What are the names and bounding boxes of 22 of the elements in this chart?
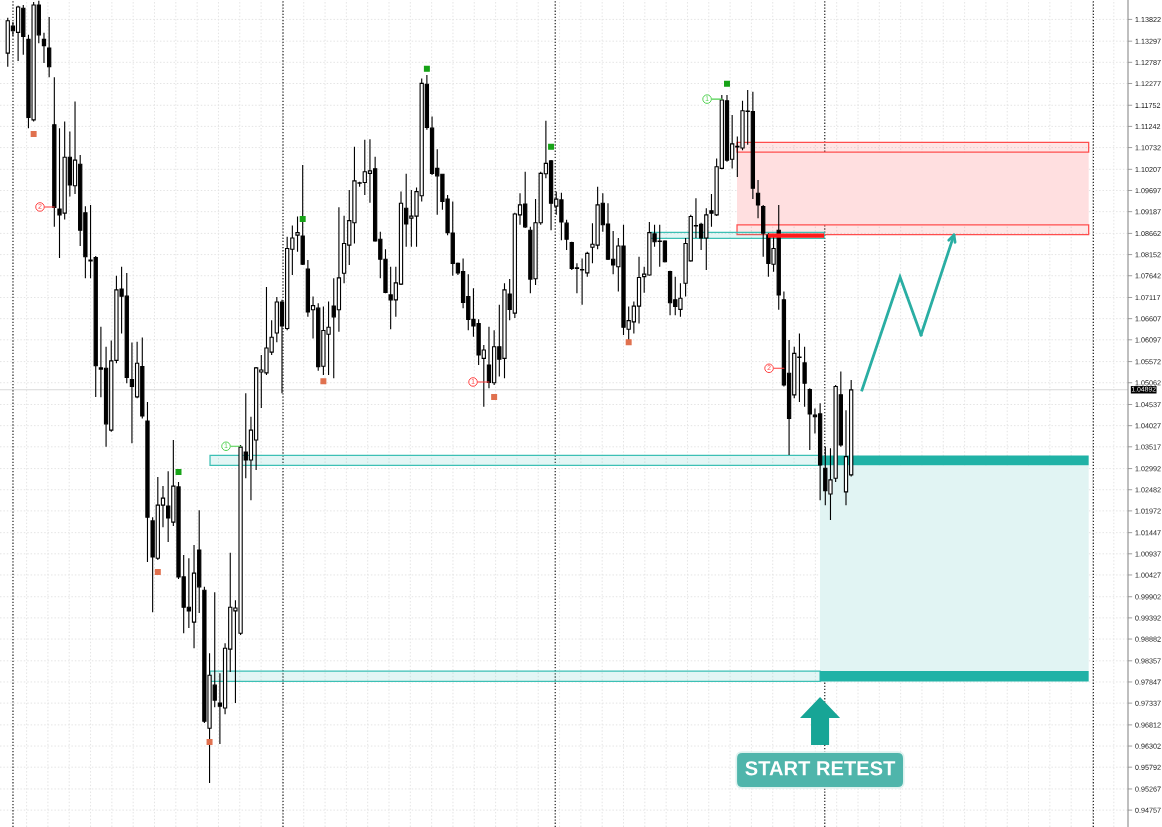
point <box>320 378 327 385</box>
annotation: START RETEST <box>745 761 896 776</box>
candlestick <box>129 342 135 444</box>
candlestick <box>761 204 766 258</box>
point <box>30 130 37 137</box>
point <box>206 738 213 745</box>
candlestick <box>755 179 761 219</box>
candlestick <box>807 387 812 451</box>
candlestick <box>46 16 52 78</box>
point <box>491 393 498 400</box>
candlestick <box>802 346 807 408</box>
candlestick <box>145 401 150 563</box>
point <box>423 65 430 72</box>
point <box>299 215 306 222</box>
point <box>154 568 161 575</box>
candlestick <box>52 76 57 228</box>
candlestick <box>817 402 823 501</box>
point <box>548 143 555 150</box>
candlestick <box>41 32 47 64</box>
point <box>724 80 730 87</box>
candlestick <box>486 326 492 389</box>
point <box>625 339 632 346</box>
